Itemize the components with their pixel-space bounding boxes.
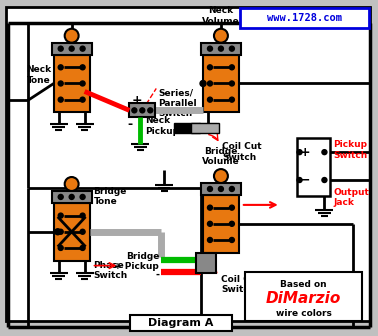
Bar	[203, 195, 239, 253]
Circle shape	[80, 81, 85, 86]
Text: Bridge
Volume: Bridge Volume	[202, 147, 240, 166]
Bar	[52, 43, 91, 55]
Bar	[297, 138, 330, 196]
Circle shape	[58, 65, 63, 70]
Circle shape	[297, 177, 302, 182]
Circle shape	[208, 221, 212, 226]
Circle shape	[208, 81, 212, 86]
Circle shape	[218, 46, 223, 51]
Circle shape	[148, 108, 153, 113]
Text: Bridge
Tone: Bridge Tone	[93, 187, 127, 206]
Circle shape	[229, 65, 234, 70]
Bar	[129, 103, 155, 117]
Text: wire colors: wire colors	[276, 309, 332, 319]
Circle shape	[297, 150, 302, 155]
Circle shape	[58, 97, 63, 102]
Circle shape	[58, 213, 63, 218]
Bar	[245, 271, 362, 321]
Circle shape	[65, 177, 79, 191]
Text: Neck
Volume: Neck Volume	[202, 6, 240, 26]
Circle shape	[229, 238, 234, 243]
Circle shape	[58, 195, 63, 200]
Bar	[191, 123, 219, 133]
Circle shape	[55, 229, 61, 235]
Text: Coil Cut
Switch: Coil Cut Switch	[221, 275, 260, 294]
Text: +: +	[299, 145, 310, 159]
Text: Based on: Based on	[280, 280, 327, 289]
Bar	[201, 43, 241, 55]
Circle shape	[58, 229, 63, 234]
Circle shape	[140, 108, 145, 113]
Circle shape	[229, 186, 234, 192]
Text: +: +	[132, 94, 142, 108]
Text: Coil Cut
Switch: Coil Cut Switch	[222, 142, 262, 162]
Bar	[203, 55, 239, 112]
Circle shape	[208, 46, 212, 51]
Circle shape	[80, 46, 85, 51]
Circle shape	[58, 46, 63, 51]
Circle shape	[208, 65, 212, 70]
Circle shape	[214, 29, 228, 43]
Text: -: -	[127, 118, 132, 131]
Circle shape	[80, 195, 85, 200]
Circle shape	[65, 29, 79, 43]
Circle shape	[200, 81, 206, 86]
FancyBboxPatch shape	[240, 8, 369, 28]
Circle shape	[229, 46, 234, 51]
Bar	[201, 183, 241, 195]
Circle shape	[132, 108, 137, 113]
Text: Series/
Parallel
Switch: Series/ Parallel Switch	[158, 88, 197, 118]
Bar	[196, 253, 216, 272]
Circle shape	[80, 229, 85, 234]
Circle shape	[229, 221, 234, 226]
Text: −: −	[299, 173, 310, 186]
Circle shape	[69, 195, 74, 200]
Circle shape	[208, 205, 212, 210]
Circle shape	[322, 177, 327, 182]
Circle shape	[229, 81, 234, 86]
Text: Neck
Pickup: Neck Pickup	[145, 116, 179, 136]
Text: Phase
Switch: Phase Switch	[93, 261, 128, 280]
Circle shape	[208, 186, 212, 192]
Circle shape	[80, 213, 85, 218]
Circle shape	[69, 46, 74, 51]
Text: Diagram A: Diagram A	[149, 318, 214, 328]
Bar	[52, 191, 91, 203]
Text: -: -	[155, 269, 159, 280]
Circle shape	[208, 97, 212, 102]
Text: www.1728.com: www.1728.com	[267, 13, 342, 23]
Text: Output
Jack: Output Jack	[333, 188, 369, 207]
Circle shape	[80, 97, 85, 102]
Circle shape	[229, 97, 234, 102]
Text: DiMarzio: DiMarzio	[266, 291, 341, 306]
Circle shape	[80, 245, 85, 250]
Text: Bridge
+ Pickup: Bridge + Pickup	[115, 252, 159, 271]
Bar	[54, 55, 90, 112]
Circle shape	[208, 238, 212, 243]
Bar	[174, 123, 200, 133]
Circle shape	[322, 150, 327, 155]
Circle shape	[58, 81, 63, 86]
Circle shape	[218, 186, 223, 192]
Text: Pickup
Switch: Pickup Switch	[333, 140, 368, 160]
Text: Neck
Tone: Neck Tone	[26, 65, 51, 85]
Circle shape	[80, 65, 85, 70]
Circle shape	[58, 245, 63, 250]
Circle shape	[214, 169, 228, 183]
Circle shape	[229, 205, 234, 210]
Bar	[54, 203, 90, 261]
FancyBboxPatch shape	[130, 316, 232, 331]
